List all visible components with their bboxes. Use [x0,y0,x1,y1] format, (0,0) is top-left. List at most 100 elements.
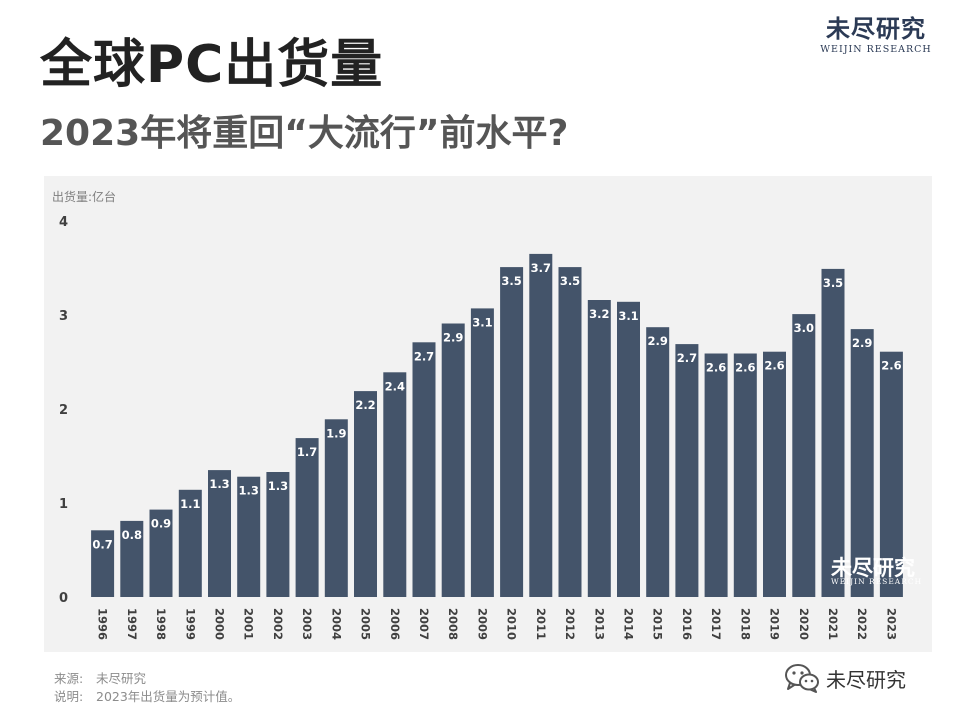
bar [120,520,144,597]
logo-name-en: WEIJIN RESEARCH [820,44,932,55]
bar [850,329,874,597]
bar-data-label: 1.3 [209,477,229,491]
bar-data-label: 1.7 [297,445,317,459]
note-value: 2023年出货量为预计值。 [96,689,241,704]
y-tick-label: 2 [59,403,68,418]
bar [354,391,377,597]
bar-data-label: 1.3 [239,484,259,498]
bar [675,344,699,597]
bar-data-label: 2.2 [355,398,375,412]
bar-data-label: 0.8 [122,528,142,542]
wechat-account-name: 未尽研究 [826,667,906,692]
x-tick-label: 2007 [417,608,431,640]
x-tick-label: 2009 [475,608,489,640]
wechat-icon [785,664,819,693]
x-tick-label: 2017 [709,608,723,640]
y-tick-label: 4 [59,215,68,230]
bar [149,509,173,597]
x-tick-label: 2006 [388,608,402,640]
x-tick-label: 2014 [622,608,636,640]
x-tick-label: 2023 [884,608,898,640]
x-tick-label: 2019 [768,608,782,640]
page-subtitle: 2023年将重回“大流行”前水平? [40,113,569,154]
bar [470,308,494,597]
bar [587,300,611,597]
x-tick-label: 2008 [446,608,460,640]
wechat-account: 未尽研究 [784,660,906,696]
bar-data-label: 2.9 [443,331,463,345]
bar [821,268,845,597]
y-axis-unit-label: 出货量:亿台 [52,189,116,204]
bar [412,342,436,597]
bar [266,472,290,597]
y-axis: 0 1 2 3 4 [59,215,68,606]
x-tick-label: 2016 [680,608,694,640]
x-axis: 1996 1997 1998 1999 2000 2001 2002 2003 2004 2005… [96,608,899,640]
x-tick-label: 1997 [125,608,139,640]
x-tick-label: 1996 [96,608,110,640]
bar-data-label: 3.7 [531,261,551,275]
chart-watermark: 未尽研究 WEIJIN RESEARCH [831,555,922,586]
bar [91,530,115,597]
x-tick-label: 2010 [505,608,519,640]
page-title: 全球PC出货量 [40,35,384,95]
bar [500,267,524,597]
bar [733,353,757,597]
bar-data-label: 2.7 [414,349,434,363]
bar [763,351,786,597]
bar-data-label: 1.1 [180,497,200,511]
watermark-en: WEIJIN RESEARCH [831,577,922,586]
bar-data-label: 1.3 [268,479,288,493]
logo-name-cn: 未尽研究 [826,14,926,43]
x-tick-label: 2022 [855,608,869,640]
bar [208,470,231,597]
bar-data-label: 0.9 [151,517,171,531]
bar [617,301,640,597]
bar-data-label: 3.0 [794,321,814,335]
y-tick-label: 0 [59,591,68,606]
bar-data-label: 2.6 [706,361,726,375]
bar [295,438,319,597]
source-value: 未尽研究 [96,671,147,686]
bar-data-label: 2.6 [764,359,784,373]
x-tick-label: 2001 [242,608,256,640]
bar-data-label: 3.5 [823,276,843,290]
bar-series [91,253,903,597]
x-tick-label: 2003 [300,608,314,640]
bar-data-label: 2.6 [881,359,901,373]
bar-data-label: 3.1 [472,315,492,329]
bar-data-label: 3.2 [589,307,609,321]
brand-logo: 未尽研究 WEIJIN RESEARCH [818,14,934,56]
source-key: 来源: [54,671,84,686]
note-key: 说明: [54,689,84,704]
source-note: 来源: 未尽研究 [54,668,146,687]
bar [558,267,582,597]
bar [529,253,553,597]
watermark-cn: 未尽研究 [831,555,915,580]
explanation-note: 说明: 2023年出货量为预计值。 [54,686,240,705]
x-tick-label: 2004 [329,608,343,640]
bar-chart: 出货量:亿台 0 1 2 3 4 0.7 0.8 0.9 1.1 1.3 1.3 1.3 1.7 1.9… [52,189,922,640]
data-labels: 0.7 0.8 0.9 1.1 1.3 1.3 1.3 1.7 1.9 2.2 2.4 2.7 2.9 3… [92,261,901,551]
chart-panel: 出货量:亿台 0 1 2 3 4 0.7 0.8 0.9 1.1 1.3 1.3 1.3 1.7 1.9… [44,176,932,652]
bar [792,314,816,597]
x-tick-label: 2020 [797,608,811,640]
x-tick-label: 2002 [271,608,285,640]
x-tick-label: 2012 [563,608,577,640]
x-tick-label: 2021 [826,608,840,640]
bar-data-label: 2.6 [735,361,755,375]
bar-data-label: 2.7 [677,351,697,365]
bar [383,372,407,597]
bar [879,351,903,597]
x-tick-label: 2005 [359,608,373,640]
x-tick-label: 2013 [592,608,606,640]
bar-data-label: 3.1 [618,309,638,323]
bar-data-label: 2.9 [852,336,872,350]
bar [178,489,202,597]
y-tick-label: 1 [59,497,68,512]
x-tick-label: 2018 [738,608,752,640]
bar [324,419,348,597]
bar-data-label: 0.7 [92,537,112,551]
x-tick-label: 1998 [154,608,168,640]
bar [441,323,465,597]
